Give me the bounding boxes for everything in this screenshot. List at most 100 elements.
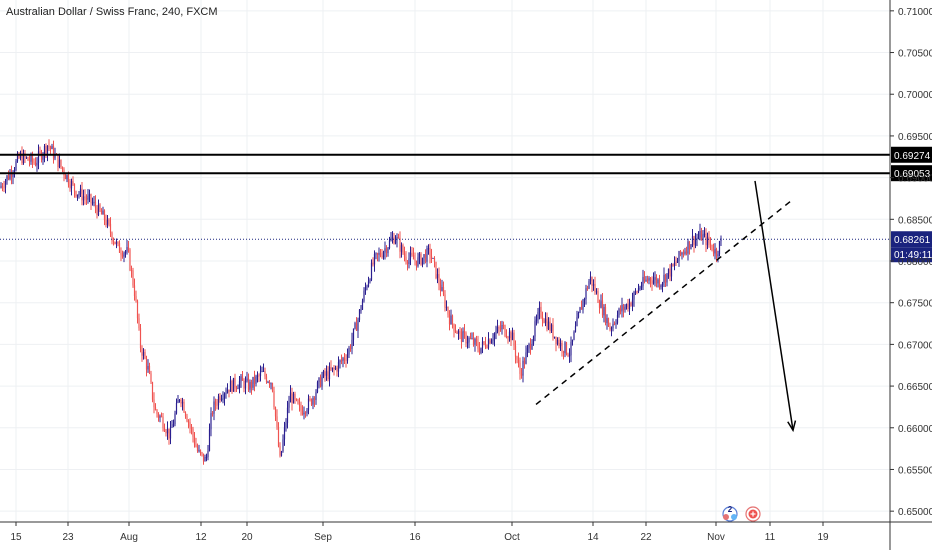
candle-body — [358, 309, 361, 320]
candle-body — [607, 318, 610, 327]
candle-body — [4, 181, 7, 188]
candle-body — [481, 341, 484, 348]
candle-body — [631, 299, 634, 306]
candle-body — [274, 407, 277, 417]
candle-body — [3, 187, 5, 189]
candle-body — [427, 248, 430, 250]
candle-body — [205, 456, 208, 458]
candle-body — [526, 347, 529, 353]
candle-body — [67, 175, 70, 185]
candle-body — [489, 339, 491, 344]
candle-body — [444, 294, 446, 308]
candle-body — [409, 252, 412, 259]
candle-body — [495, 331, 497, 334]
candle-body — [669, 268, 671, 277]
candle-body — [411, 252, 413, 255]
candle-body — [456, 331, 458, 334]
candle-body — [433, 258, 436, 262]
candle-body — [576, 317, 578, 327]
last-price-label: 0.68261 — [894, 235, 931, 246]
y-axis[interactable]: 0.69274 0.69053 0.68261 01:49:11 0.71000 0.70… — [889, 0, 932, 550]
x-tick-label: 20 — [241, 532, 253, 543]
candle-body — [156, 410, 158, 414]
candle-body — [459, 331, 461, 333]
candle-body — [544, 318, 547, 323]
drawings[interactable] — [535, 180, 797, 433]
candle-body — [700, 231, 703, 241]
event-icons[interactable]: 2 — [722, 505, 761, 522]
candle-body — [441, 287, 443, 291]
candle-body — [549, 321, 551, 331]
candle-body — [690, 244, 692, 250]
candle-body — [190, 426, 193, 429]
candle-body — [298, 403, 301, 406]
candle-body — [174, 413, 176, 425]
y-tick-label: 0.65000 — [898, 507, 932, 518]
candle-body — [168, 428, 170, 439]
candle-body — [585, 288, 587, 300]
last-price-box — [891, 231, 932, 248]
candle-body — [442, 287, 445, 295]
candle-body — [247, 378, 250, 390]
candle-body — [612, 323, 614, 329]
candle-body — [571, 339, 574, 343]
candle-body — [306, 410, 308, 414]
candle-body — [414, 259, 416, 261]
candle-body — [564, 342, 566, 353]
candle-body — [346, 354, 349, 361]
candle-body — [243, 380, 245, 389]
candle-body — [600, 300, 602, 308]
candle-body — [328, 367, 331, 380]
candle-body — [90, 194, 92, 203]
candle-body — [471, 338, 473, 340]
candle-body — [532, 336, 535, 344]
candle-body — [235, 387, 238, 389]
candle-body — [468, 338, 470, 343]
candle-body — [376, 253, 379, 255]
candle-body — [180, 399, 182, 404]
candle-body — [597, 291, 599, 303]
candle-body — [265, 376, 268, 383]
candle-body — [645, 279, 647, 282]
candle-body — [541, 316, 544, 321]
x-axis[interactable]: 15 23 Aug 12 20 Sep 16 Oct 14 22 Nov 11 19 — [0, 521, 932, 543]
candle-body — [349, 347, 352, 349]
candle-body — [316, 382, 319, 393]
candle-body — [453, 324, 455, 332]
candle-body — [70, 181, 73, 189]
candle-body — [216, 404, 218, 406]
candle-body — [9, 172, 11, 180]
candle-body — [21, 153, 23, 164]
candle-body — [313, 397, 316, 401]
candle-body — [516, 356, 518, 360]
candle-body — [45, 146, 47, 154]
candle-body — [280, 451, 283, 456]
candle-body — [237, 388, 239, 390]
candle-body — [36, 162, 38, 166]
candle-body — [667, 268, 670, 274]
candle-body — [333, 367, 335, 369]
candle-body — [159, 416, 161, 418]
candle-body — [285, 423, 287, 428]
candle-body — [708, 236, 710, 243]
candle-body — [655, 277, 658, 284]
candle-body — [423, 254, 425, 258]
candle-body — [430, 255, 433, 259]
candle-body — [651, 280, 653, 284]
candle-body — [43, 146, 46, 156]
y-tick-label: 0.67500 — [898, 299, 932, 310]
horizontal-levels[interactable] — [0, 153, 890, 240]
candle-body — [510, 331, 512, 341]
candle-body — [715, 249, 718, 257]
candle-body — [69, 184, 71, 189]
candle-body — [226, 389, 229, 393]
candle-body — [450, 315, 452, 325]
candle-body — [304, 412, 307, 414]
candle-body — [27, 157, 29, 161]
candle-body — [400, 245, 403, 252]
candle-body — [34, 162, 37, 166]
candle-body — [567, 354, 569, 356]
candle-body — [691, 236, 694, 245]
